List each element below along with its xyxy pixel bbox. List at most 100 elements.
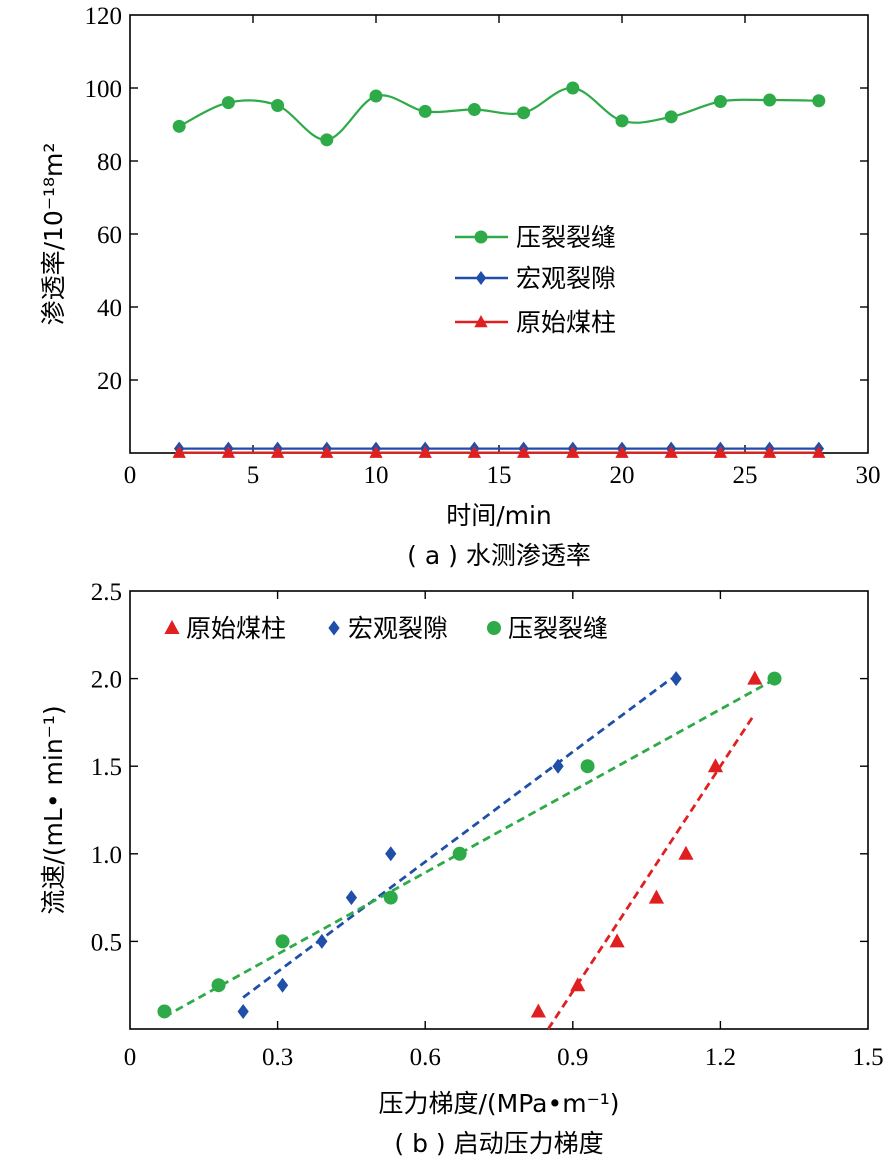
chart-a-x-axis-title: 时间/min — [446, 501, 552, 530]
chart-b-caption: ( b ) 启动压力梯度 — [394, 1129, 603, 1158]
chart-a-data-point — [713, 445, 728, 458]
chart-a-x-tick-label: 5 — [247, 462, 260, 489]
chart-b-legend-swatch-marker — [487, 621, 501, 635]
chart-a-x-tick-label: 10 — [364, 462, 389, 489]
chart-b-x-tick-label: 0.6 — [410, 1044, 441, 1071]
chart-a-legend-label: 压裂裂缝 — [516, 223, 616, 252]
chart-a-data-point — [467, 445, 482, 458]
chart-b-legend-item: 原始煤柱 — [164, 614, 286, 643]
chart-a-data-point — [762, 445, 777, 458]
chart-a-data-point — [812, 445, 826, 458]
chart-b-fit-line — [547, 712, 757, 1030]
chart-a-y-ticks: 20 40 60 80 100 120 — [85, 3, 868, 395]
chart-a-data-point — [172, 119, 186, 133]
chart-a-series-line — [178, 86, 819, 141]
chart-a-data-point — [418, 104, 432, 118]
chart-a-x-tick-label: 30 — [856, 462, 881, 489]
chart-a-data-point — [516, 445, 531, 458]
chart-b-data-point — [707, 758, 724, 773]
chart-a-data-point — [320, 445, 334, 458]
chart-a-data-point — [517, 106, 531, 120]
chart-b-y-tick-label: 0.5 — [91, 929, 122, 956]
chart-b-data-point — [747, 670, 763, 685]
chart-a-data-point — [221, 445, 236, 458]
chart-a-caption: ( a ) 水测渗透率 — [407, 541, 591, 570]
chart-b-data-point — [648, 889, 665, 904]
chart-b-series-0 — [530, 670, 763, 1030]
chart-b-x-ticks: 0 0.3 0.6 0.9 1.2 1.5 — [124, 591, 884, 1071]
chart-b-frame — [129, 590, 869, 1030]
chart-a-y-tick-label: 40 — [97, 295, 122, 322]
chart-a-x-tick-label: 0 — [124, 462, 137, 489]
chart-b-legend-item: 宏观裂隙 — [328, 614, 448, 643]
chart-b-data-point — [570, 977, 586, 992]
chart-b-legend-swatch-marker — [164, 620, 180, 634]
chart-b-data-point — [678, 845, 694, 860]
chart-a-data-point — [418, 445, 432, 458]
chart-a-x-tick-label: 20 — [610, 462, 635, 489]
chart-b-legend: 原始煤柱 宏观裂隙 压裂裂缝 — [164, 614, 608, 643]
chart-a-data-point — [566, 445, 580, 458]
chart-b-x-tick-label: 0.3 — [262, 1044, 293, 1071]
chart-a-data-point — [664, 110, 678, 124]
chart-a-y-tick-label: 20 — [97, 368, 122, 395]
chart-a-data-point — [369, 89, 383, 103]
chart-b-fit-line — [163, 680, 771, 1018]
chart-b-data-point — [275, 934, 290, 949]
chart-a-y-tick-label: 120 — [85, 3, 123, 30]
chart-a-legend-item: 原始煤柱 — [455, 308, 616, 337]
chart-a-data-point — [271, 99, 285, 113]
chart-b-data-point — [316, 933, 328, 949]
chart-a-legend-item: 宏观裂隙 — [455, 264, 616, 293]
chart-b-data-point — [452, 846, 467, 861]
chart-b-series-2 — [157, 671, 782, 1019]
chart-a-legend-label: 原始煤柱 — [516, 308, 616, 337]
chart-b-data-point — [385, 846, 397, 862]
chart-b-data-point — [580, 759, 595, 774]
chart-a-y-tick-label: 80 — [97, 149, 122, 176]
chart-a-series-2 — [172, 445, 826, 458]
chart-a-x-tick-label: 25 — [733, 462, 758, 489]
chart-a-legend-swatch-marker — [474, 315, 488, 328]
chart-a-y-axis-title: 渗透率/10⁻¹⁸m² — [39, 143, 68, 326]
chart-a-series — [172, 81, 826, 458]
chart-b-data-point — [670, 671, 682, 687]
chart-b-legend-label: 宏观裂隙 — [348, 614, 448, 643]
chart-b-data-point — [383, 890, 398, 905]
chart-b-fit-line — [242, 677, 673, 999]
chart-a-data-point — [763, 93, 777, 107]
chart-b-data-point — [609, 933, 625, 948]
chart-a-data-point — [369, 445, 383, 458]
chart-b-data-point — [345, 890, 358, 906]
chart-a-permeability: 0 5 10 15 20 25 30 20 40 60 80 100 120 时间/min 渗透率/1… — [39, 3, 881, 570]
chart-b-data-point — [767, 671, 782, 686]
chart-a-data-point — [713, 95, 727, 109]
chart-b-x-tick-label: 1.2 — [705, 1044, 736, 1071]
chart-b-x-tick-label: 0 — [124, 1044, 137, 1071]
chart-b-series — [157, 670, 782, 1030]
chart-a-data-point — [566, 81, 580, 95]
chart-a-x-tick-label: 15 — [487, 462, 512, 489]
chart-b-legend-item: 压裂裂缝 — [487, 614, 608, 643]
chart-b-y-axis-title: 流速/(mL• min⁻¹) — [39, 705, 68, 914]
chart-b-y-tick-label: 1.5 — [91, 754, 122, 781]
chart-a-y-tick-label: 60 — [97, 222, 122, 249]
chart-a-data-point — [172, 445, 186, 458]
chart-b-x-tick-label: 1.5 — [852, 1044, 883, 1071]
chart-b-legend-label: 压裂裂缝 — [508, 614, 608, 643]
chart-b-start-pressure-gradient: 0 0.3 0.6 0.9 1.2 1.5 0.5 1.0 1.5 2.0 2.5 压力梯度/(M… — [39, 579, 884, 1158]
chart-a-data-point — [270, 445, 285, 458]
chart-a-legend-item: 压裂裂缝 — [455, 223, 616, 252]
chart-b-data-point — [530, 1003, 546, 1018]
chart-b-data-point — [276, 977, 289, 993]
chart-b-series-1 — [237, 671, 682, 1019]
chart-b-data-point — [237, 1003, 249, 1019]
chart-a-data-point — [615, 445, 629, 458]
chart-b-y-tick-label: 2.0 — [91, 667, 122, 694]
chart-b-data-point — [157, 1004, 172, 1019]
chart-a-data-point — [812, 94, 826, 108]
chart-b-legend-label: 原始煤柱 — [186, 614, 286, 643]
chart-a-y-tick-label: 100 — [85, 76, 123, 103]
